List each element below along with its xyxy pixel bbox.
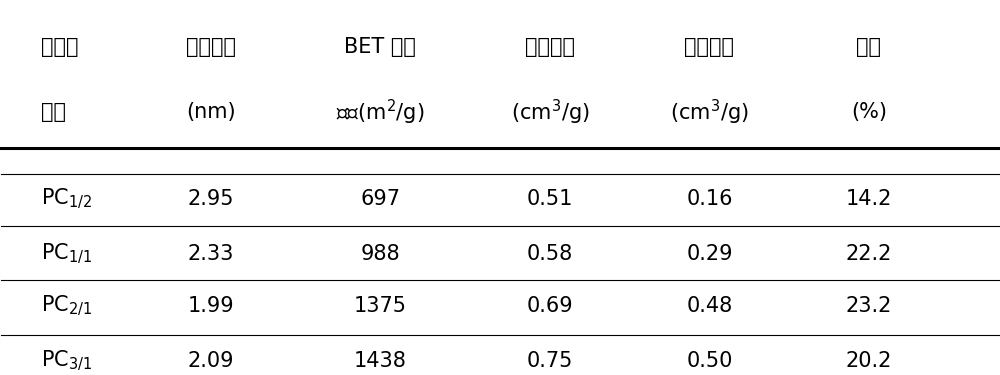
Text: PC$_{1/2}$: PC$_{1/2}$ bbox=[41, 187, 92, 211]
Text: 0.16: 0.16 bbox=[686, 189, 733, 209]
Text: 0.69: 0.69 bbox=[527, 296, 573, 316]
Text: 面积(m$^2$/g): 面积(m$^2$/g) bbox=[336, 98, 425, 127]
Text: 23.2: 23.2 bbox=[846, 296, 892, 316]
Text: PC$_{2/1}$: PC$_{2/1}$ bbox=[41, 294, 93, 318]
Text: 2.33: 2.33 bbox=[188, 244, 234, 264]
Text: BET 比表: BET 比表 bbox=[344, 37, 416, 57]
Text: 697: 697 bbox=[360, 189, 400, 209]
Text: 产率: 产率 bbox=[856, 37, 881, 57]
Text: 0.29: 0.29 bbox=[686, 244, 733, 264]
Text: (cm$^3$/g): (cm$^3$/g) bbox=[511, 98, 589, 127]
Text: 0.75: 0.75 bbox=[527, 351, 573, 371]
Text: 2.09: 2.09 bbox=[188, 351, 234, 371]
Text: 0.58: 0.58 bbox=[527, 244, 573, 264]
Text: (%): (%) bbox=[851, 102, 887, 122]
Text: 20.2: 20.2 bbox=[846, 351, 892, 371]
Text: 1438: 1438 bbox=[354, 351, 407, 371]
Text: (cm$^3$/g): (cm$^3$/g) bbox=[670, 98, 749, 127]
Text: 14.2: 14.2 bbox=[846, 189, 892, 209]
Text: 0.48: 0.48 bbox=[686, 296, 733, 316]
Text: (nm): (nm) bbox=[186, 102, 236, 122]
Text: 2.95: 2.95 bbox=[188, 189, 234, 209]
Text: 0.50: 0.50 bbox=[686, 351, 733, 371]
Text: PC$_{3/1}$: PC$_{3/1}$ bbox=[41, 349, 93, 373]
Text: 1.99: 1.99 bbox=[187, 296, 234, 316]
Text: 总孔孔容: 总孔孔容 bbox=[525, 37, 575, 57]
Text: 实施例: 实施例 bbox=[41, 37, 79, 57]
Text: 22.2: 22.2 bbox=[846, 244, 892, 264]
Text: 1375: 1375 bbox=[354, 296, 407, 316]
Text: 988: 988 bbox=[361, 244, 400, 264]
Text: 样品: 样品 bbox=[41, 102, 66, 122]
Text: 微孔孔容: 微孔孔容 bbox=[684, 37, 734, 57]
Text: 平均孔径: 平均孔径 bbox=[186, 37, 236, 57]
Text: PC$_{1/1}$: PC$_{1/1}$ bbox=[41, 242, 93, 266]
Text: 0.51: 0.51 bbox=[527, 189, 573, 209]
